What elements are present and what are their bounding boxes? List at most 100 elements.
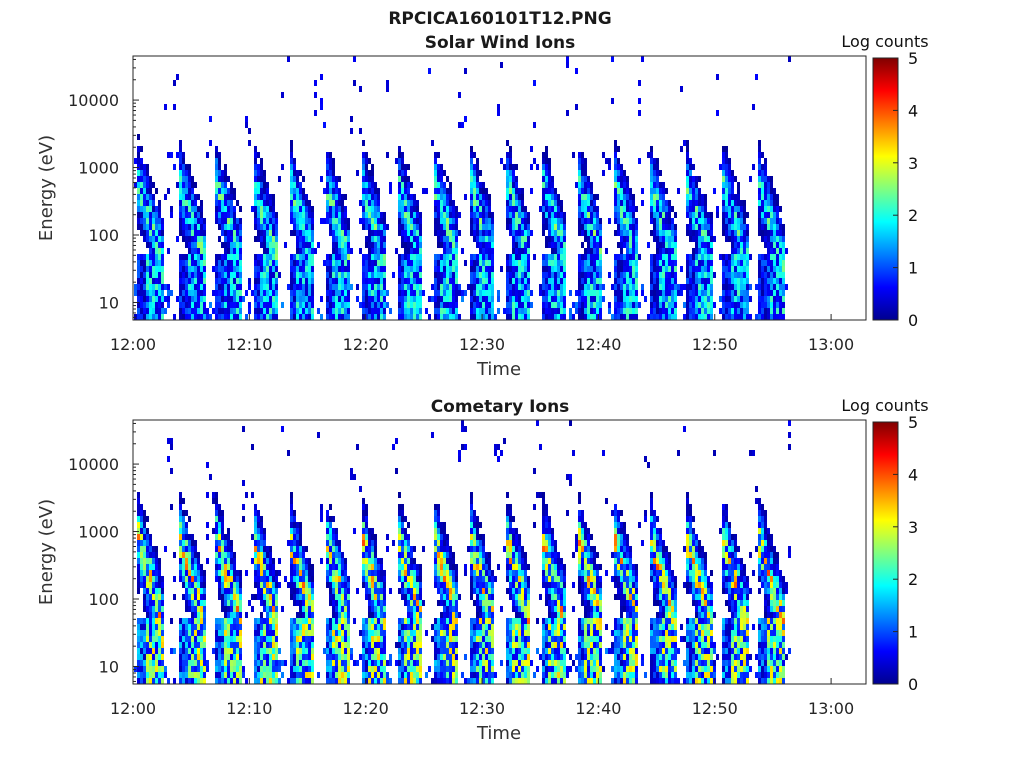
heatmap-cell	[257, 522, 260, 528]
heatmap-cell	[530, 146, 533, 152]
heatmap-cell	[335, 200, 338, 206]
heatmap-cell	[491, 314, 494, 320]
heatmap-cell	[290, 666, 293, 672]
heatmap-cell	[557, 308, 560, 314]
heatmap-cell	[434, 284, 437, 290]
heatmap-cell	[215, 266, 218, 272]
heatmap-cell	[182, 314, 185, 320]
heatmap-cell	[584, 194, 587, 200]
heatmap-cell	[368, 188, 371, 194]
heatmap-cell	[767, 242, 770, 248]
heatmap-cell	[482, 284, 485, 290]
heatmap-cell	[731, 200, 734, 206]
heatmap-cell	[557, 200, 560, 206]
heatmap-cell	[692, 290, 695, 296]
heatmap-cell	[224, 648, 227, 654]
heatmap-cell	[743, 212, 746, 218]
heatmap-cell	[656, 242, 659, 248]
heatmap-cell	[218, 528, 221, 534]
heatmap-cell	[584, 164, 587, 170]
heatmap-cell	[266, 660, 269, 666]
heatmap-cell	[266, 642, 269, 648]
heatmap-cell	[734, 224, 737, 230]
heatmap-cell	[581, 224, 584, 230]
heatmap-cell	[140, 528, 143, 534]
heatmap-cell	[308, 260, 311, 266]
heatmap-cell	[335, 666, 338, 672]
heatmap-cell	[617, 254, 620, 260]
heatmap-cell	[617, 170, 620, 176]
heatmap-cell	[143, 624, 146, 630]
heatmap-cell	[140, 666, 143, 672]
heatmap-cell	[254, 522, 257, 528]
heatmap-cell	[668, 254, 671, 260]
heatmap-cell	[416, 284, 419, 290]
heatmap-cell	[704, 314, 707, 320]
heatmap-cell	[374, 230, 377, 236]
heatmap-cell	[239, 314, 242, 320]
heatmap-cell	[233, 224, 236, 230]
heatmap-cell	[770, 314, 773, 320]
heatmap-cell	[455, 224, 458, 230]
heatmap-cell	[347, 230, 350, 236]
heatmap-cell	[239, 642, 242, 648]
heatmap-cell	[335, 284, 338, 290]
heatmap-cell	[686, 206, 689, 212]
heatmap-cell	[437, 218, 440, 224]
heatmap-cell	[776, 272, 779, 278]
heatmap-cell	[308, 654, 311, 660]
heatmap-cell	[590, 182, 593, 188]
heatmap-cell	[413, 302, 416, 308]
heatmap-cell	[191, 248, 194, 254]
heatmap-cell	[218, 642, 221, 648]
heatmap-cell	[311, 648, 314, 654]
heatmap-cell	[737, 266, 740, 272]
heatmap-cell	[452, 302, 455, 308]
heatmap-cell	[179, 660, 182, 666]
heatmap-cell	[482, 242, 485, 248]
heatmap-cell	[674, 284, 677, 290]
heatmap-cell	[620, 260, 623, 266]
heatmap-cell	[293, 212, 296, 218]
heatmap-cell	[257, 260, 260, 266]
heatmap-cell	[596, 296, 599, 302]
heatmap-cell	[470, 206, 473, 212]
heatmap-cell	[260, 158, 263, 164]
heatmap-cell	[632, 278, 635, 284]
heatmap-cell	[773, 296, 776, 302]
heatmap-cell	[737, 230, 740, 236]
heatmap-cell	[311, 278, 314, 284]
heatmap-cell	[440, 242, 443, 248]
heatmap-cell	[344, 272, 347, 278]
heatmap-cell	[152, 314, 155, 320]
heatmap-cell	[548, 236, 551, 242]
heatmap-cell	[446, 176, 449, 182]
heatmap-cell	[545, 290, 548, 296]
heatmap-cell	[638, 254, 641, 260]
heatmap-cell	[203, 570, 206, 576]
heatmap-cell	[374, 314, 377, 320]
heatmap-cell	[560, 296, 563, 302]
heatmap-cell	[734, 242, 737, 248]
heatmap-cell	[305, 570, 308, 576]
heatmap-cell	[335, 606, 338, 612]
heatmap-cell	[254, 158, 257, 164]
heatmap-cell	[227, 242, 230, 248]
heatmap-cell	[341, 648, 344, 654]
heatmap-cell	[185, 218, 188, 224]
heatmap-cell	[692, 194, 695, 200]
heatmap-cell	[404, 212, 407, 218]
heatmap-cell	[401, 164, 404, 170]
heatmap-cell	[218, 594, 221, 600]
heatmap-cell	[617, 182, 620, 188]
heatmap-cell	[302, 230, 305, 236]
heatmap-cell	[338, 260, 341, 266]
heatmap-cell	[191, 606, 194, 612]
heatmap-cell	[401, 284, 404, 290]
heatmap-cell	[737, 212, 740, 218]
heatmap-cell	[419, 224, 422, 230]
heatmap-cell	[470, 152, 473, 158]
heatmap-cell	[671, 272, 674, 278]
heatmap-cell	[239, 630, 242, 636]
heatmap-cell	[620, 218, 623, 224]
